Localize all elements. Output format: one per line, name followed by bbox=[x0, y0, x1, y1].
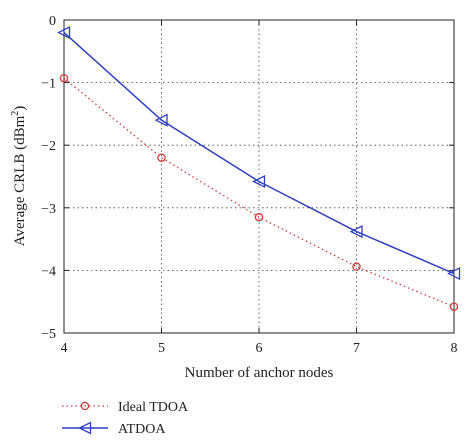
x-tick-label: 8 bbox=[451, 341, 458, 356]
data-point bbox=[254, 212, 264, 222]
y-axis-title-main: Average CRLB (dBm bbox=[12, 115, 28, 246]
ticks: 4 5 6 7 8 0 −1 −2 −3 −4 −5 bbox=[41, 14, 457, 356]
y-tick-label: −5 bbox=[41, 327, 56, 342]
data-point bbox=[157, 153, 166, 162]
data-point bbox=[447, 266, 461, 281]
data-point bbox=[349, 225, 363, 239]
grid bbox=[64, 20, 454, 333]
y-tick-label: −4 bbox=[41, 264, 56, 279]
y-axis-title-superscript: 2 bbox=[10, 111, 21, 116]
data-point bbox=[57, 25, 71, 40]
y-tick-label: 0 bbox=[49, 14, 56, 29]
legend: Ideal TDOA ATDOA bbox=[62, 400, 189, 437]
y-tick-label: −3 bbox=[41, 202, 56, 217]
y-tick-label: −2 bbox=[41, 139, 56, 154]
legend-swatch-marker bbox=[78, 421, 92, 435]
y-tick-label: −1 bbox=[41, 77, 56, 92]
legend-item: ATDOA bbox=[62, 421, 166, 437]
x-tick-label: 6 bbox=[256, 341, 263, 356]
x-tick-label: 5 bbox=[158, 341, 165, 356]
data-point bbox=[59, 73, 69, 83]
series-1 bbox=[59, 73, 459, 311]
legend-label: ATDOA bbox=[118, 422, 166, 437]
x-tick-label: 7 bbox=[353, 341, 360, 356]
x-axis-title: Number of anchor nodes bbox=[185, 365, 334, 381]
x-tick-label: 4 bbox=[61, 341, 68, 356]
data-point bbox=[352, 262, 361, 271]
y-axis-title-close: ) bbox=[12, 106, 28, 111]
data-point bbox=[252, 174, 266, 189]
legend-swatch-marker bbox=[80, 401, 90, 411]
legend-item: Ideal TDOA bbox=[62, 400, 189, 415]
data-point bbox=[449, 302, 459, 311]
data-point bbox=[154, 113, 168, 127]
series-line bbox=[63, 31, 455, 275]
legend-label: Ideal TDOA bbox=[118, 400, 189, 415]
series-layer bbox=[57, 25, 461, 311]
y-axis-title: Average CRLB (dBm2) bbox=[10, 106, 28, 247]
series-2 bbox=[57, 25, 461, 281]
